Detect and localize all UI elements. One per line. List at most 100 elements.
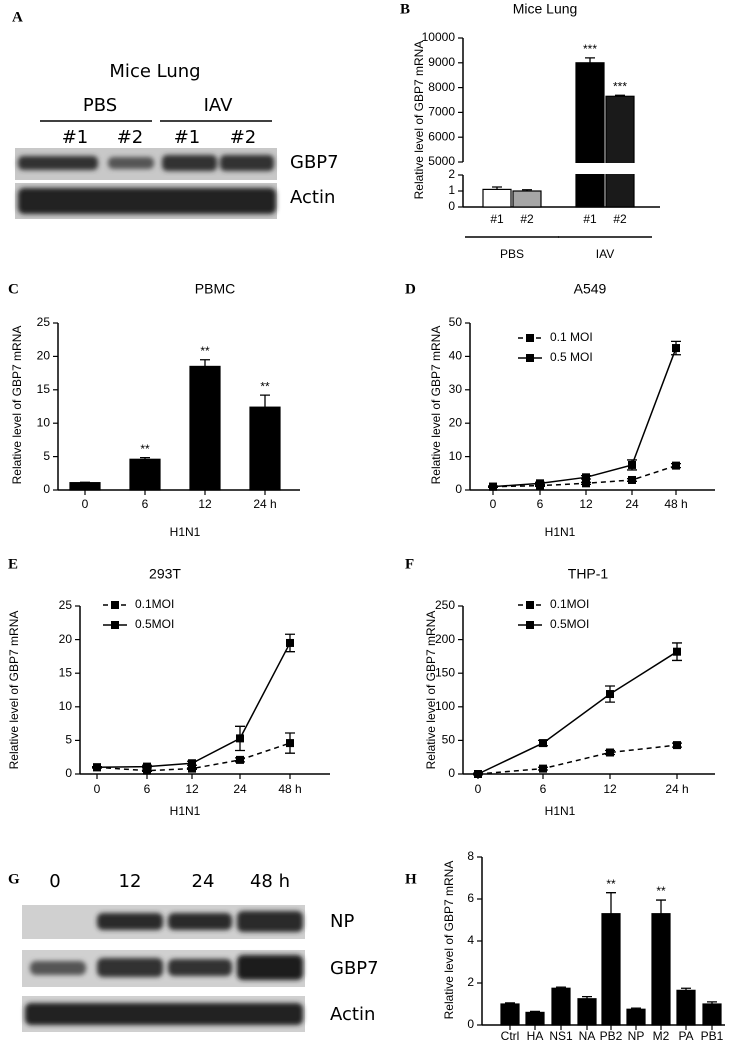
y-tick-label: 6000 [428,129,455,143]
marker [582,479,590,488]
significance-label: *** [613,79,627,93]
marker [188,759,196,768]
legend-label: 0.1 MOI [550,330,593,344]
y-tick-label: 10 [37,415,51,429]
row-label: NP [330,911,354,932]
y-tick-label: 150 [435,665,455,679]
series-line [477,744,678,775]
bar [69,482,101,491]
significance-label: ** [656,884,666,898]
bar [651,913,671,1026]
y-axis-label: Relative level of GBP7 mRNA [429,326,443,485]
bar [129,458,161,491]
significance-label: ** [200,344,210,358]
y-tick-label: 2 [448,167,455,181]
x-tick-label: 12 [198,497,212,511]
y-tick-label: 0 [455,482,462,496]
error-bar [656,899,666,914]
y-tick-label: 20 [37,349,51,363]
marker [628,460,636,469]
x-tick-label: PB1 [701,1029,724,1043]
y-tick-label: 5000 [428,154,455,168]
lane-label: 48 h [250,871,290,892]
bar [605,95,635,208]
legend-label: 0.5 MOI [550,350,593,364]
x-axis-label: H1N1 [170,525,201,539]
blot-row [22,996,305,1032]
y-tick-label: 0 [43,482,50,496]
bar [577,998,597,1026]
x-tick-label: 24 [233,782,247,796]
panel-letter: B [400,1,410,17]
blot-row [22,905,305,939]
blot-row [22,950,305,987]
significance-label: ** [260,379,270,393]
marker [673,741,681,750]
marker [582,473,590,482]
legend-label: 0.5MOI [550,617,589,631]
y-tick-label: 250 [435,598,455,612]
blot-row [15,183,277,219]
marker [474,770,482,778]
x-tick-label: 0 [490,497,497,511]
y-tick-label: 15 [59,665,73,679]
x-tick-label: #2 [520,212,534,226]
y-tick-label: 50 [442,733,456,747]
significance-label: ** [606,877,616,891]
legend-marker [526,621,534,629]
significance-label: *** [583,42,597,56]
lane-label: 12 [119,871,142,892]
y-tick-label: 50 [449,315,463,329]
marker [236,755,244,764]
row-label: Actin [290,187,335,208]
bar [525,1011,545,1026]
y-tick-label: 4 [467,933,474,947]
x-axis-label: H1N1 [545,525,576,539]
y-tick-label: 2 [467,975,474,989]
marker [93,763,101,772]
panel-letter: F [405,556,414,572]
x-tick-label: 6 [537,497,544,511]
error-bar [606,892,616,914]
panel-letter: C [8,281,19,297]
y-tick-label: 0 [448,199,455,213]
legend-label: 0.1MOI [550,597,589,611]
x-tick-label: 0 [475,782,482,796]
y-tick-label: 5 [65,733,72,747]
x-tick-label: 24 [625,497,639,511]
legend-marker [526,334,534,342]
row-label: GBP7 [330,958,379,979]
chart-title: PBMC [195,281,235,297]
y-axis-label: Relative level of GBP7 mRNA [412,41,426,200]
bar [575,62,605,208]
bar [626,1008,646,1026]
y-axis-label: Relative level of GBP7 mRNA [442,861,456,1020]
lane-label: #1 [62,127,89,148]
legend-marker [526,354,534,362]
bar [702,1003,722,1026]
marker [236,734,244,743]
significance-label: ** [140,442,150,456]
row-label: Actin [330,1004,375,1025]
bar [601,913,621,1026]
bar [676,989,696,1026]
y-axis-label: Relative level of GBP7 mRNA [7,611,21,770]
y-tick-label: 10 [59,699,73,713]
x-tick-label: M2 [653,1029,670,1043]
x-tick-label: 12 [603,782,617,796]
x-tick-label: #1 [583,212,597,226]
y-tick-label: 9000 [428,55,455,69]
legend-label: 0.5MOI [135,617,174,631]
group-label: IAV [596,247,614,261]
bar [500,1003,520,1026]
row-label: GBP7 [290,152,339,173]
marker [628,475,636,484]
y-tick-label: 25 [59,598,73,612]
y-tick-label: 100 [435,699,455,713]
series-line [492,347,677,488]
legend-label: 0.1MOI [135,597,174,611]
chart-title: A549 [574,281,607,297]
x-tick-label: 24 h [253,497,276,511]
marker [188,764,196,773]
